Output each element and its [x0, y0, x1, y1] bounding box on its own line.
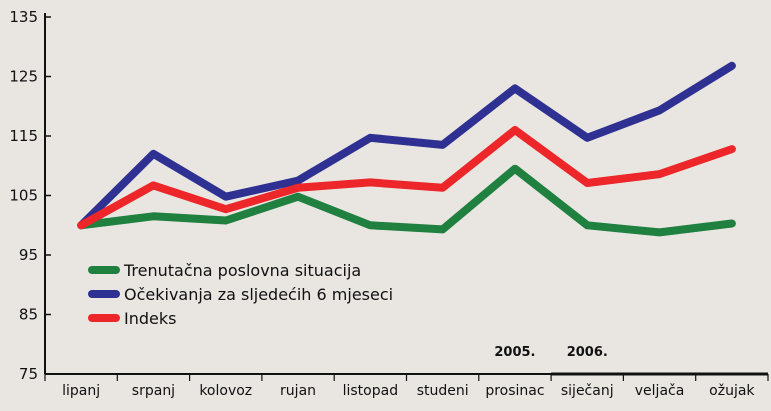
- y-tick-label: 125: [9, 68, 38, 86]
- x-tick-label: veljača: [635, 383, 685, 399]
- x-tick-label: lipanj: [62, 383, 100, 399]
- legend-label: Indeks: [124, 309, 176, 328]
- series-line-2: [77, 61, 736, 230]
- x-tick-label: siječanj: [561, 383, 614, 399]
- x-tick-label: kolovoz: [199, 383, 252, 399]
- legend: Trenutačna poslovna situacija Očekivanja …: [88, 261, 393, 328]
- x-tick-label: srpanj: [132, 383, 175, 399]
- series-lines: [77, 61, 736, 237]
- y-tick-label: 135: [9, 8, 38, 26]
- year-label: 2006.: [567, 345, 608, 360]
- x-tick-label: rujan: [280, 383, 316, 399]
- y-tick-label: 75: [19, 365, 38, 383]
- y-tick-label: 95: [19, 246, 38, 264]
- y-tick-label: 105: [9, 187, 38, 205]
- x-tick-label: prosinac: [485, 383, 544, 399]
- x-tick-label: ožujak: [709, 383, 755, 399]
- x-axis: lipanj srpanj kolovoz rujan listopad studeni p…: [44, 345, 769, 399]
- y-tick-label: 85: [19, 306, 38, 324]
- legend-label: Trenutačna poslovna situacija: [123, 261, 361, 280]
- legend-label: Očekivanja za sljedećih 6 mjeseci: [124, 285, 393, 304]
- series-line-3: [77, 126, 736, 230]
- y-axis: 75 85 95 105 115 125 135: [9, 8, 51, 383]
- x-tick-label: listopad: [343, 383, 398, 399]
- series-line-1: [77, 164, 736, 237]
- year-label: 2005.: [494, 345, 535, 360]
- y-tick-label: 115: [9, 127, 38, 145]
- x-tick-label: studeni: [417, 383, 469, 399]
